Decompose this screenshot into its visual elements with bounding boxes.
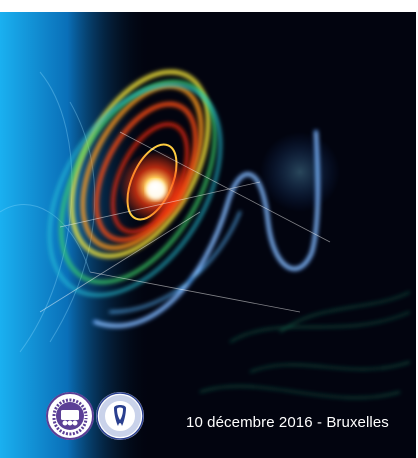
societe-medecine-dentaire-logo <box>96 392 144 440</box>
light-swirl-illustration <box>0 12 411 458</box>
formation-continue-logo <box>46 392 94 440</box>
cover-artwork: 10 décembre 2016 - Bruxelles <box>0 12 416 458</box>
event-date-location: 10 décembre 2016 - Bruxelles <box>186 414 389 431</box>
